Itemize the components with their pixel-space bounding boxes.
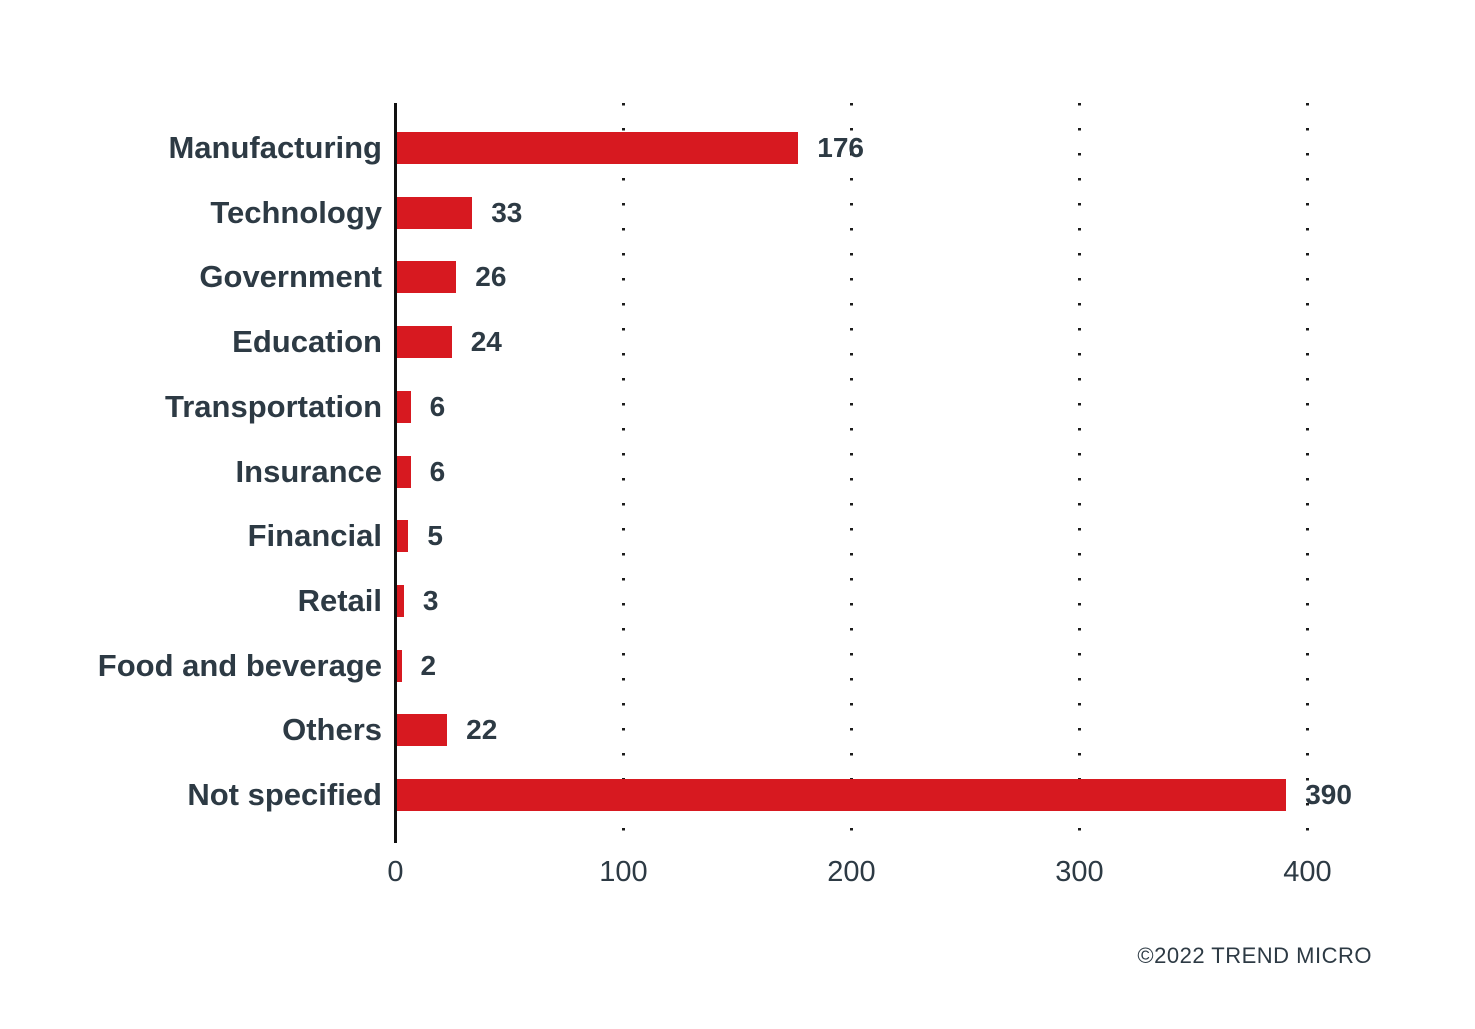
- bar-retail: [397, 584, 404, 617]
- bar-food-and-beverage: [397, 649, 402, 682]
- bar-others: [397, 714, 448, 747]
- bar-row-insurance: Insurance 6: [0, 453, 1475, 489]
- bar-not-specified: [397, 779, 1287, 811]
- gridline-400: [1306, 103, 1309, 843]
- category-label-food-and-beverage: Food and beverage: [97, 647, 382, 683]
- bar-row-financial: Financial 5: [0, 518, 1475, 554]
- category-label-government: Government: [199, 259, 382, 295]
- x-tick-label-300: 300: [1055, 856, 1104, 888]
- category-label-transportation: Transportation: [164, 388, 382, 424]
- category-label-education: Education: [232, 324, 382, 360]
- bar-technology: [397, 196, 473, 229]
- category-label-technology: Technology: [210, 194, 382, 230]
- value-label-education: 24: [470, 326, 502, 358]
- value-label-not-specified: 390: [1305, 779, 1352, 810]
- gridline-200: [850, 103, 853, 843]
- category-label-retail: Retail: [297, 582, 382, 618]
- bar-financial: [397, 520, 409, 553]
- value-label-food-and-beverage: 2: [420, 649, 437, 681]
- copyright-text: ©2022 TREND MICRO: [1137, 943, 1372, 968]
- category-label-not-specified: Not specified: [187, 777, 382, 812]
- bar-row-education: Education 24: [0, 324, 1475, 360]
- bar-row-retail: Retail 3: [0, 582, 1475, 618]
- bar-row-others: Others 22: [0, 712, 1475, 748]
- value-label-manufacturing: 176: [817, 132, 864, 163]
- category-label-others: Others: [282, 712, 382, 748]
- bar-row-technology: Technology 33: [0, 194, 1475, 230]
- bar-education: [397, 326, 452, 359]
- y-axis-line: [394, 103, 397, 843]
- value-label-financial: 5: [427, 520, 443, 552]
- gridline-100: [622, 103, 625, 843]
- bar-row-not-specified: Not specified 390: [0, 779, 1475, 811]
- gridline-300: [1078, 103, 1081, 843]
- x-tick-label-200: 200: [827, 856, 876, 888]
- value-label-transportation: 6: [429, 390, 446, 422]
- value-label-insurance: 6: [429, 455, 446, 487]
- x-tick-label-0: 0: [387, 856, 404, 888]
- value-label-others: 22: [466, 714, 498, 746]
- x-tick-label-400: 400: [1283, 856, 1332, 888]
- value-label-retail: 3: [422, 584, 439, 616]
- bar-row-food-and-beverage: Food and beverage 2: [0, 647, 1475, 683]
- bar-row-government: Government 26: [0, 259, 1475, 295]
- bar-transportation: [397, 390, 411, 423]
- bar-row-transportation: Transportation 6: [0, 388, 1475, 424]
- x-tick-label-100: 100: [599, 856, 648, 888]
- bar-insurance: [397, 455, 411, 488]
- bar-row-manufacturing: Manufacturing 176: [0, 132, 1475, 164]
- category-label-financial: Financial: [247, 518, 382, 554]
- value-label-government: 26: [475, 261, 507, 293]
- value-label-technology: 33: [491, 196, 523, 228]
- category-label-manufacturing: Manufacturing: [168, 130, 382, 165]
- bar-manufacturing: [397, 132, 799, 164]
- bar-government: [397, 261, 457, 294]
- category-label-insurance: Insurance: [235, 453, 382, 489]
